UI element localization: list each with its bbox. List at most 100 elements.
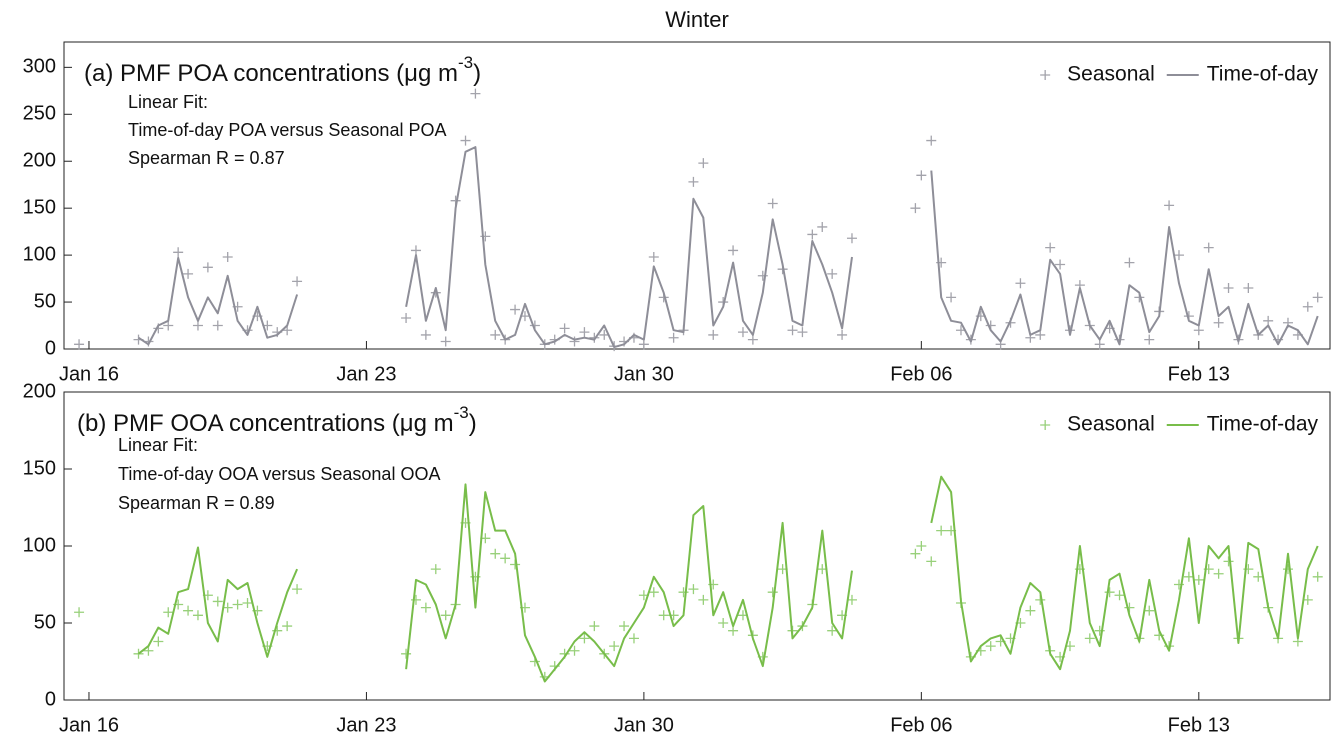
scatter-marker <box>1094 625 1105 636</box>
scatter-marker <box>1302 301 1313 312</box>
scatter-marker <box>74 339 85 350</box>
scatter-marker <box>163 320 174 331</box>
scatter-marker <box>1213 568 1224 579</box>
scatter-marker <box>569 336 580 347</box>
scatter-marker <box>1203 242 1214 253</box>
scatter-marker <box>173 247 184 258</box>
scatter-marker <box>490 548 501 559</box>
legend-label: Time-of-day <box>1207 63 1319 86</box>
panel-title-part: -3 <box>458 53 473 72</box>
x-tick-label: Jan 23 <box>336 714 396 736</box>
y-tick-label: 0 <box>45 337 56 359</box>
scatter-marker <box>500 553 511 564</box>
scatter-marker <box>202 262 213 273</box>
scatter-marker <box>658 610 669 621</box>
scatter-marker <box>609 641 620 652</box>
scatter-marker <box>638 339 649 350</box>
scatter-marker <box>589 621 600 632</box>
scatter-marker <box>282 621 293 632</box>
scatter-marker <box>292 584 303 595</box>
legend-label: Time-of-day <box>1207 413 1319 436</box>
scatter-marker <box>490 329 501 340</box>
scatter-marker <box>698 594 709 605</box>
scatter-marker <box>401 313 412 324</box>
scatter-marker <box>1104 587 1115 598</box>
scatter-marker <box>926 556 937 567</box>
scatter-marker <box>430 564 441 575</box>
scatter-marker <box>589 332 600 343</box>
scatter-marker <box>579 633 590 644</box>
annotation: Linear Fit: <box>128 92 208 112</box>
y-tick-label: 50 <box>34 611 56 633</box>
scatter-marker <box>916 541 927 551</box>
scatter-marker <box>985 641 996 652</box>
panel-title: (b) PMF OOA concentrations (μg m-3) <box>77 403 477 437</box>
x-tick-label: Jan 30 <box>614 714 674 736</box>
scatter-marker <box>708 329 719 340</box>
scatter-marker <box>1035 329 1046 340</box>
annotation: Time-of-day OOA versus Seasonal OOA <box>118 464 440 484</box>
scatter-marker <box>1045 242 1056 253</box>
scatter-marker <box>212 320 223 331</box>
scatter-marker <box>242 597 253 608</box>
y-tick-label: 0 <box>45 688 56 710</box>
scatter-marker <box>1302 594 1313 605</box>
panel-title-part: -3 <box>454 403 469 422</box>
scatter-marker <box>728 625 739 636</box>
scatter-marker <box>1223 556 1234 567</box>
annotation: Spearman R = 0.89 <box>118 493 275 513</box>
scatter-marker <box>846 233 857 244</box>
scatter-marker <box>1084 633 1095 644</box>
scatter-marker <box>817 221 828 232</box>
x-tick-label: Jan 16 <box>59 363 119 385</box>
scatter-marker <box>619 621 630 632</box>
scatter-marker <box>1253 571 1264 582</box>
scatter-marker <box>678 587 689 598</box>
scatter-marker <box>936 525 947 536</box>
series-line <box>137 475 1319 683</box>
y-tick-label: 250 <box>23 103 56 125</box>
panel-title-part: (a) PMF POA concentrations (μg m <box>84 60 458 87</box>
scatter-marker <box>420 602 431 613</box>
scatter-marker <box>420 329 431 340</box>
scatter-marker <box>1193 574 1204 585</box>
scatter-marker <box>440 336 451 347</box>
scatter-marker <box>192 320 203 331</box>
scatter-marker <box>183 268 194 279</box>
scatter-marker <box>1055 259 1066 270</box>
scatter-marker <box>718 618 729 628</box>
annotation: Spearman R = 0.87 <box>128 148 285 168</box>
scatter-marker <box>747 334 758 345</box>
scatter-marker <box>222 251 233 262</box>
scatter-marker <box>1015 278 1026 289</box>
legend-label: Seasonal <box>1067 63 1155 86</box>
scatter-marker <box>827 268 838 279</box>
scatter-marker <box>1114 590 1125 601</box>
annotation: Time-of-day POA versus Seasonal POA <box>128 120 446 140</box>
scatter-marker <box>767 587 778 598</box>
y-tick-label: 200 <box>23 150 56 172</box>
scatter-marker <box>569 645 580 656</box>
x-tick-label: Feb 06 <box>890 714 952 736</box>
scatter-marker <box>1223 282 1234 293</box>
scatter-marker <box>1094 339 1105 350</box>
x-tick-label: Jan 23 <box>336 363 396 385</box>
scatter-marker <box>648 251 659 262</box>
y-tick-label: 200 <box>23 380 56 402</box>
scatter-marker <box>232 599 243 610</box>
y-tick-label: 150 <box>23 457 56 479</box>
scatter-marker <box>787 325 798 336</box>
scatter-marker <box>757 270 768 281</box>
x-tick-label: Jan 16 <box>59 714 119 736</box>
scatter-marker <box>1312 292 1323 303</box>
y-tick-label: 150 <box>23 196 56 218</box>
scatter-marker <box>1144 334 1155 345</box>
panel-title-part: ) <box>473 60 481 87</box>
x-tick-label: Jan 30 <box>614 363 674 385</box>
scatter-marker <box>163 607 174 618</box>
scatter-marker <box>1144 605 1155 616</box>
scatter-marker <box>410 245 421 256</box>
scatter-marker <box>1263 315 1274 326</box>
scatter-marker <box>1173 250 1184 261</box>
scatter-marker <box>728 245 739 256</box>
